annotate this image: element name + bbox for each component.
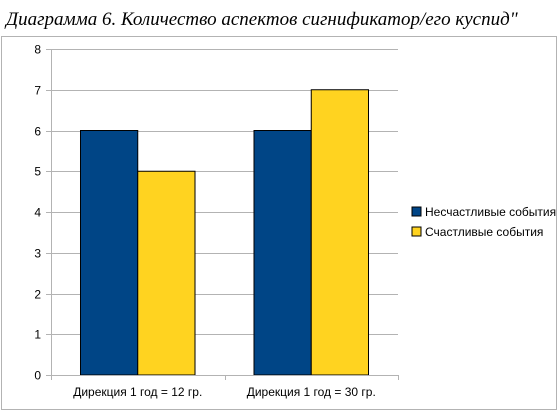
y-tick-label-6: 6	[34, 125, 41, 139]
legend-swatch-2	[411, 226, 422, 237]
x-tick-label-1: Дирекция 1 год = 12 гр.	[73, 385, 202, 399]
y-tick-label-8: 8	[34, 43, 41, 57]
chart-svg: 0 1 2 3 4 5 6 7 8 Дирекция 1 год = 12 гр. Дирекция…	[1, 36, 557, 410]
legend-label-1: Несчастливые события	[425, 205, 556, 219]
legend-swatch-1	[411, 206, 422, 217]
bar-unhappy-1	[79, 130, 139, 376]
legend-layer: Несчастливые события Счастливые события	[411, 205, 556, 239]
y-tick-label-7: 7	[34, 84, 41, 98]
legend-label-2: Счастливые события	[425, 225, 543, 239]
y-tick-label-5: 5	[34, 165, 41, 179]
y-tick-label-4: 4	[34, 206, 41, 220]
x-tick-label-2: Дирекция 1 год = 30 гр.	[247, 385, 376, 399]
axis-layer: 0 1 2 3 4 5 6 7 8 Дирекция 1 год = 12 гр. Дирекция…	[34, 43, 399, 399]
y-tick-label-0: 0	[34, 369, 41, 383]
bar-happy-2	[310, 89, 370, 376]
chart-frame: 0 1 2 3 4 5 6 7 8 Дирекция 1 год = 12 гр. Дирекция…	[1, 36, 557, 410]
bar-unhappy-2	[253, 130, 312, 376]
bars-layer	[79, 89, 370, 376]
y-tick-label-2: 2	[34, 288, 41, 302]
y-tick-label-1: 1	[34, 328, 41, 342]
bar-happy-1	[137, 170, 196, 376]
chart-title: Диаграмма 6. Количество аспектов сигнифи…	[6, 9, 518, 30]
y-tick-label-3: 3	[34, 247, 41, 261]
